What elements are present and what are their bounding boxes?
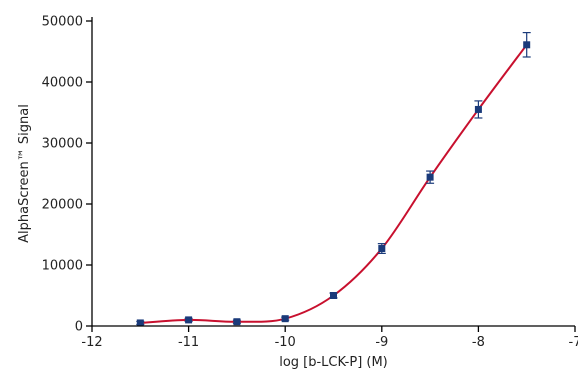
y-tick-label: 50000 [42, 15, 83, 30]
y-tick-label: 10000 [42, 259, 83, 274]
y-axis-label: AlphaScreen™ Signal [17, 104, 32, 243]
y-tick-label: 30000 [42, 137, 83, 152]
x-tick-label: -11 [178, 335, 199, 350]
axes-layer: 0 10000 20000 30000 40000 50000 -12 -11 -10 -9 -8 -… [42, 15, 578, 351]
y-tick-label: 20000 [42, 198, 83, 213]
error-bars-layer [136, 31, 531, 326]
data-point [426, 173, 434, 181]
data-point [281, 315, 289, 323]
data-point [185, 316, 193, 324]
x-tick-label: -8 [472, 335, 485, 350]
fit-curve-layer [140, 44, 528, 324]
data-point [233, 318, 241, 326]
x-axis-label: log [b-LCK-P] (M) [279, 355, 388, 370]
y-tick-label: 0 [75, 320, 83, 335]
data-point [378, 245, 386, 253]
x-tick-label: -10 [275, 335, 296, 350]
markers-layer [136, 41, 531, 327]
data-point [523, 41, 531, 49]
data-point [136, 319, 144, 327]
x-tick-label: -7 [569, 335, 578, 350]
y-tick-label: 40000 [42, 76, 83, 91]
data-point [474, 105, 482, 113]
x-tick-label: -9 [375, 335, 388, 350]
x-tick-label: -12 [81, 335, 102, 350]
data-point [330, 292, 337, 299]
fit-curve [140, 44, 528, 324]
